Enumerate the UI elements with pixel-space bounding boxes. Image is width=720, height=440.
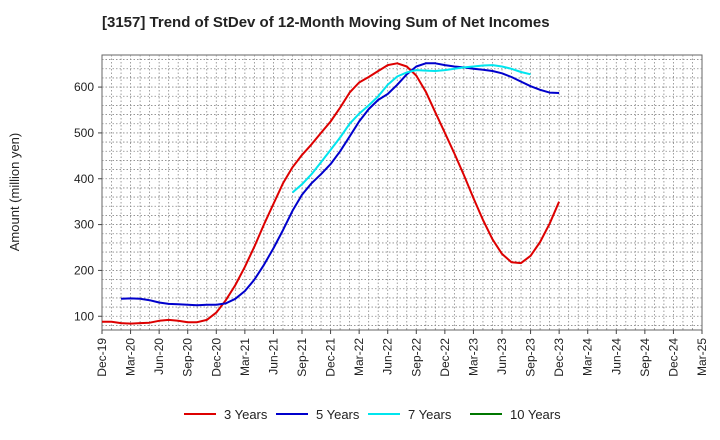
x-tick-label: Mar-22 [352, 338, 366, 376]
x-tick-label: Sep-22 [409, 338, 423, 377]
y-tick-label: 100 [74, 309, 94, 323]
x-tick-label: Sep-20 [181, 338, 195, 377]
x-tick-label: Dec-19 [95, 338, 109, 377]
x-tick-label: Mar-23 [466, 338, 480, 376]
x-tick-label: Sep-24 [638, 338, 652, 377]
x-tick-label: Mar-21 [238, 338, 252, 376]
series-line-3-years [102, 62, 561, 325]
legend-label: 7 Years [408, 407, 452, 422]
y-tick-label: 300 [74, 218, 94, 232]
x-tick-label: Sep-23 [524, 338, 538, 377]
y-axis-label: Amount (million yen) [7, 133, 22, 252]
y-tick-label: 600 [74, 80, 94, 94]
x-tick-label: Jun-21 [266, 338, 280, 375]
x-axis-ticks: Dec-19 Mar-20 Jun-20 Sep-20 Dec-20 Mar-21 Jun-… [95, 330, 709, 377]
x-tick-label: Jun-20 [152, 338, 166, 375]
y-tick-label: 500 [74, 126, 94, 140]
legend-label: 5 Years [316, 407, 360, 422]
y-tick-label: 400 [74, 172, 94, 186]
y-tick-label: 200 [74, 263, 94, 277]
chart-title: [3157] Trend of StDev of 12-Month Moving… [102, 14, 550, 31]
x-tick-label: Jun-24 [609, 338, 623, 375]
legend-label: 10 Years [510, 407, 561, 422]
legend: 3 Years 5 Years 7 Years 10 Years [184, 407, 561, 422]
x-tick-label: Dec-22 [438, 338, 452, 377]
gridlines [102, 55, 702, 330]
series-line-7-years [291, 64, 531, 194]
x-tick-label: Mar-20 [124, 338, 138, 376]
plot-area [101, 54, 703, 331]
y-axis-ticks: 100 200 300 400 500 600 [74, 80, 102, 323]
x-tick-label: Mar-24 [581, 338, 595, 376]
x-tick-label: Dec-24 [666, 338, 680, 377]
series-line-5-years [120, 62, 560, 307]
x-tick-label: Dec-23 [552, 338, 566, 377]
x-tick-label: Jun-22 [381, 338, 395, 375]
x-tick-label: Dec-20 [209, 338, 223, 377]
x-tick-label: Dec-21 [324, 338, 338, 377]
legend-label: 3 Years [224, 407, 268, 422]
x-tick-label: Mar-25 [695, 338, 709, 376]
x-tick-label: Sep-21 [295, 338, 309, 377]
series-lines [102, 62, 561, 325]
x-tick-label: Jun-23 [495, 338, 509, 375]
